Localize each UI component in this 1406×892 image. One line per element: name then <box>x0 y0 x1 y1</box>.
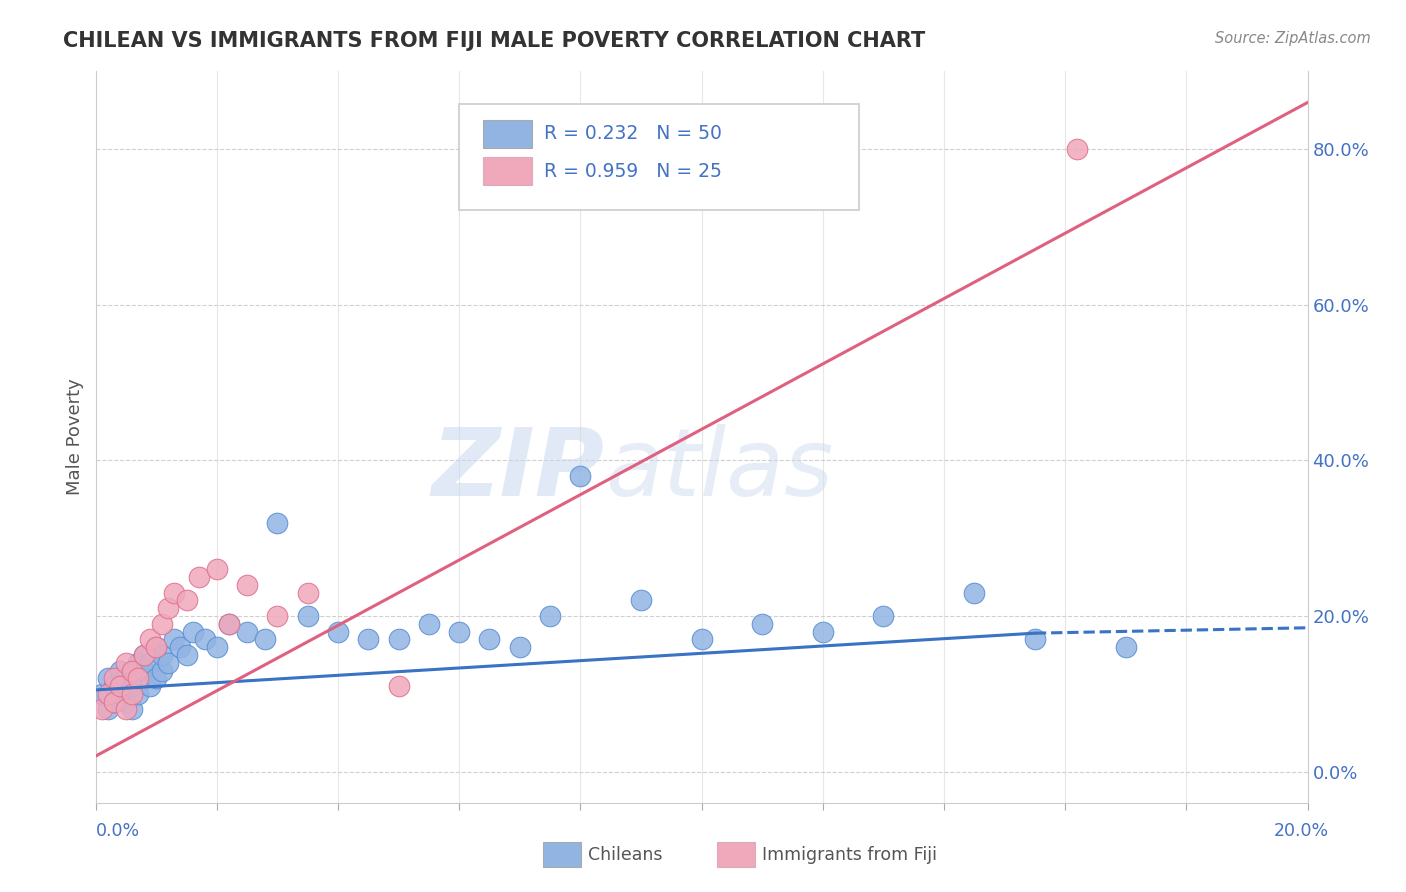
Point <box>1115 640 1137 655</box>
Point <box>127 671 149 685</box>
Point <box>157 656 180 670</box>
Point <box>326 624 349 639</box>
Point <box>121 702 143 716</box>
Point <box>218 616 240 631</box>
Point <box>509 640 531 655</box>
Point <box>103 671 125 685</box>
Point <box>449 624 471 639</box>
Text: R = 0.232   N = 50: R = 0.232 N = 50 <box>544 124 721 143</box>
Point <box>205 640 228 655</box>
Point <box>236 578 259 592</box>
Point <box>132 664 155 678</box>
Point <box>176 648 198 662</box>
Point <box>478 632 501 647</box>
Point <box>145 671 167 685</box>
Point <box>108 679 131 693</box>
Point <box>169 640 191 655</box>
Point <box>115 702 138 716</box>
Point <box>266 516 288 530</box>
Point <box>127 656 149 670</box>
Point <box>388 632 411 647</box>
Point <box>690 632 713 647</box>
FancyBboxPatch shape <box>484 120 531 148</box>
Point <box>187 570 209 584</box>
Point <box>236 624 259 639</box>
Point <box>194 632 217 647</box>
Point <box>963 585 986 599</box>
Point <box>139 632 162 647</box>
Text: 0.0%: 0.0% <box>96 822 139 840</box>
Point <box>1066 142 1088 156</box>
Text: CHILEAN VS IMMIGRANTS FROM FIJI MALE POVERTY CORRELATION CHART: CHILEAN VS IMMIGRANTS FROM FIJI MALE POV… <box>63 31 925 51</box>
Point <box>97 687 120 701</box>
Point <box>115 656 138 670</box>
Text: R = 0.959   N = 25: R = 0.959 N = 25 <box>544 162 721 181</box>
Point <box>132 648 155 662</box>
Point <box>90 687 112 701</box>
Point <box>139 679 162 693</box>
Point <box>218 616 240 631</box>
Point <box>150 664 173 678</box>
Point <box>103 695 125 709</box>
Point <box>811 624 834 639</box>
Text: Chileans: Chileans <box>588 846 662 863</box>
Point <box>150 648 173 662</box>
Point <box>163 632 186 647</box>
Point <box>388 679 411 693</box>
Point <box>121 687 143 701</box>
Point <box>872 609 894 624</box>
Text: Source: ZipAtlas.com: Source: ZipAtlas.com <box>1215 31 1371 46</box>
Point <box>538 609 561 624</box>
Point <box>751 616 773 631</box>
Point <box>121 664 143 678</box>
Point <box>139 656 162 670</box>
Point <box>150 616 173 631</box>
Point <box>297 609 319 624</box>
FancyBboxPatch shape <box>460 104 859 211</box>
Point <box>132 648 155 662</box>
FancyBboxPatch shape <box>484 157 531 185</box>
Point <box>115 671 138 685</box>
Point <box>205 562 228 576</box>
Point <box>97 702 120 716</box>
Point <box>357 632 380 647</box>
Point <box>108 687 131 701</box>
Y-axis label: Male Poverty: Male Poverty <box>66 379 84 495</box>
Point <box>103 679 125 693</box>
Point <box>266 609 288 624</box>
Point <box>103 695 125 709</box>
Point <box>254 632 277 647</box>
Point <box>90 702 112 716</box>
Point <box>630 593 652 607</box>
Point <box>157 601 180 615</box>
Point <box>176 593 198 607</box>
Point <box>127 687 149 701</box>
Point <box>163 585 186 599</box>
Point <box>297 585 319 599</box>
Point <box>418 616 440 631</box>
Point <box>145 640 167 655</box>
Point <box>115 695 138 709</box>
Point <box>181 624 204 639</box>
Point <box>569 469 592 483</box>
Text: Immigrants from Fiji: Immigrants from Fiji <box>762 846 936 863</box>
Point <box>97 671 120 685</box>
Point <box>1024 632 1046 647</box>
Point <box>121 679 143 693</box>
Text: 20.0%: 20.0% <box>1274 822 1329 840</box>
Text: ZIP: ZIP <box>432 424 605 516</box>
Point <box>145 640 167 655</box>
Text: atlas: atlas <box>605 425 832 516</box>
Point <box>108 664 131 678</box>
